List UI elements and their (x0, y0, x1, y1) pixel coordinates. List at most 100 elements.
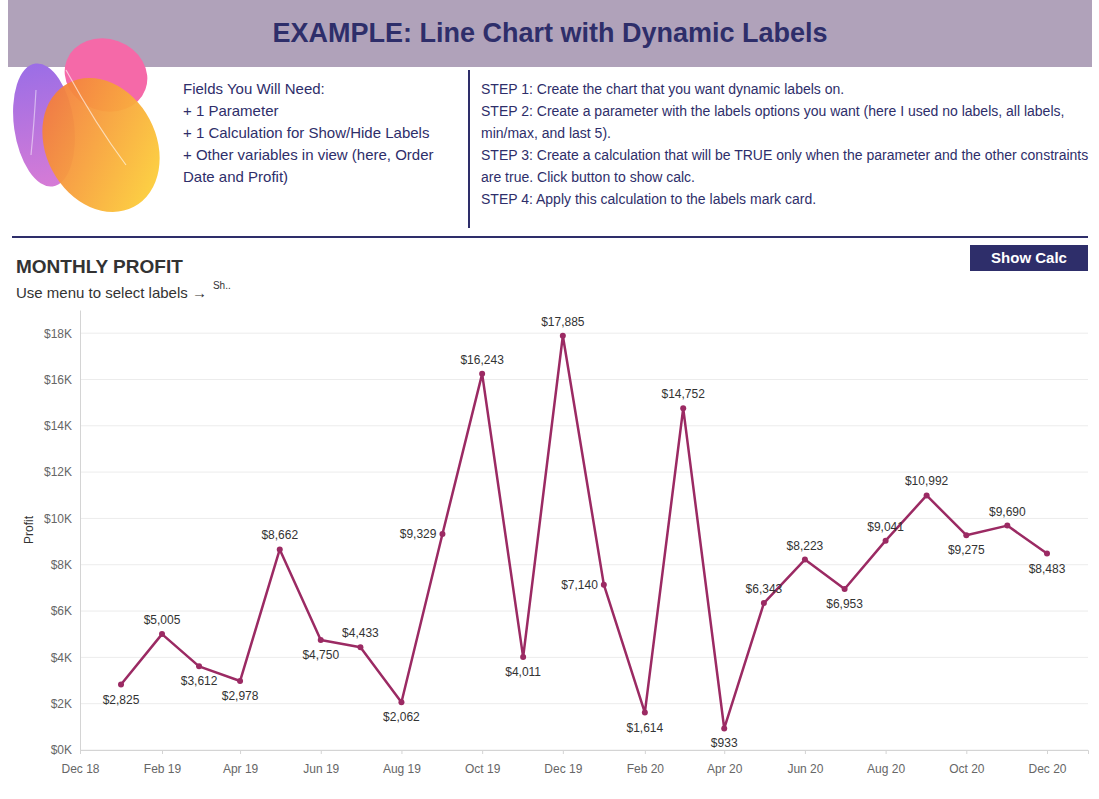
x-tick-label: Aug 20 (867, 762, 905, 776)
grid-line (80, 703, 1088, 704)
data-label: $2,062 (383, 710, 420, 724)
x-tick-label: Jun 20 (787, 762, 823, 776)
x-tick-label: Oct 20 (949, 762, 985, 776)
x-tick-label: Dec 18 (61, 762, 99, 776)
x-tick: Jun 20 (787, 750, 823, 776)
data-label: $1,614 (626, 721, 663, 735)
x-tick-mark (80, 750, 81, 754)
grid-line (80, 379, 1088, 380)
show-calc-button[interactable]: Show Calc (970, 245, 1088, 271)
x-axis: Dec 18Feb 19Apr 19Jun 19Aug 19Oct 19Dec … (61, 750, 1088, 776)
grid (80, 333, 1088, 750)
y-tick: $12K (44, 465, 80, 479)
data-label: $4,750 (302, 648, 339, 662)
step-item: STEP 3: Create a calculation that will b… (481, 144, 1089, 188)
data-labels: $2,825$5,005$3,612$2,978$8,662$4,750$4,4… (103, 315, 1066, 751)
data-label: $16,243 (460, 353, 504, 367)
profit-point (680, 405, 686, 411)
data-label: $14,752 (662, 387, 706, 401)
x-tick-mark (401, 750, 402, 754)
profit-point (357, 644, 363, 650)
x-tick-label: Oct 19 (465, 762, 501, 776)
fields-heading: Fields You Will Need: (183, 78, 465, 100)
y-axis-line (80, 311, 81, 751)
x-tick-mark (805, 750, 806, 754)
data-label: $9,690 (989, 505, 1026, 519)
chart-title: MONTHLY PROFIT (16, 256, 183, 278)
marks (118, 333, 1050, 732)
x-tick-label: Dec 20 (1028, 762, 1066, 776)
profit-point (642, 710, 648, 716)
x-tick: Dec 19 (544, 750, 582, 776)
data-label: $2,825 (103, 693, 140, 707)
profit-point (924, 492, 930, 498)
field-item: + Other variables in view (here, Order D… (183, 144, 465, 188)
x-tick: Oct 19 (465, 750, 501, 776)
x-tick: Apr 20 (707, 750, 743, 776)
x-tick: Feb 20 (627, 750, 665, 776)
divider-horizontal (12, 236, 1088, 238)
y-tick-label: $4K (51, 651, 72, 665)
profit-point (802, 557, 808, 563)
y-tick: $14K (44, 419, 80, 433)
x-tick-mark (966, 750, 967, 754)
profit-point (237, 678, 243, 684)
chart-svg: $0K $2K $4K $6K $8K $10K $12K $14K $16K $18K Dec 1… (0, 0, 1099, 799)
leaf-vein (66, 70, 126, 165)
fields-panel: Fields You Will Need:+ 1 Parameter+ 1 Ca… (183, 78, 465, 188)
header-title: EXAMPLE: Line Chart with Dynamic Labels (8, 0, 1092, 67)
y-tick-label: $10K (44, 512, 72, 526)
data-label: $9,275 (948, 543, 985, 557)
grid-line (80, 425, 1088, 426)
profit-point (196, 663, 202, 669)
y-tick: $10K (44, 512, 80, 526)
grid-line (80, 518, 1088, 519)
y-tick: $18K (44, 326, 80, 340)
x-tick: Aug 20 (867, 750, 905, 776)
y-tick-label: $16K (44, 373, 72, 387)
data-label: $9,041 (867, 520, 904, 534)
x-tick-label: Feb 20 (627, 762, 665, 776)
grid-line (80, 564, 1088, 565)
profit-point (721, 725, 727, 731)
page: $0K $2K $4K $6K $8K $10K $12K $14K $16K $18K Dec 1… (0, 0, 1099, 799)
grid-line (80, 657, 1088, 658)
parameter-dropdown[interactable]: Sh.. (213, 280, 231, 291)
leaf-vein (31, 90, 36, 155)
x-tick: Dec 18 (61, 750, 99, 776)
y-tick-label: $8K (51, 558, 72, 572)
field-item: + 1 Calculation for Show/Hide Labels (183, 122, 465, 144)
step-item: STEP 1: Create the chart that you want d… (481, 78, 1089, 100)
data-label: $9,329 (400, 527, 437, 541)
data-label: $17,885 (541, 315, 585, 329)
y-tick: $4K (51, 651, 80, 665)
x-tick-mark (724, 750, 725, 754)
profit-point (479, 371, 485, 377)
x-axis-line (81, 751, 1089, 755)
data-label: $5,005 (144, 613, 181, 627)
step-item: STEP 4: Apply this calculation to the la… (481, 188, 1089, 210)
profit-point (439, 531, 445, 537)
x-tick-label: Dec 19 (544, 762, 582, 776)
data-label: $2,978 (222, 689, 259, 703)
chart-subtitle: Use menu to select labels → (16, 284, 207, 301)
data-label: $3,612 (181, 674, 218, 688)
profit-line (121, 336, 1047, 729)
y-axis-title: Profit (22, 515, 36, 544)
profit-point (883, 538, 889, 544)
profit-point (398, 699, 404, 705)
data-label: $8,223 (787, 539, 824, 553)
step-item: STEP 2: Create a parameter with the labe… (481, 100, 1089, 144)
x-tick-mark (886, 750, 887, 754)
field-item: + 1 Parameter (183, 100, 465, 122)
profit-point (520, 654, 526, 660)
x-tick-mark (645, 750, 646, 754)
y-tick-label: $0K (51, 743, 72, 757)
divider-vertical (468, 70, 470, 228)
steps-panel: STEP 1: Create the chart that you want d… (481, 78, 1089, 210)
x-tick-label: Aug 19 (383, 762, 421, 776)
x-tick: Jun 19 (303, 750, 339, 776)
y-tick: $8K (51, 558, 80, 572)
y-tick: $6K (51, 604, 80, 618)
y-tick-label: $2K (51, 697, 72, 711)
